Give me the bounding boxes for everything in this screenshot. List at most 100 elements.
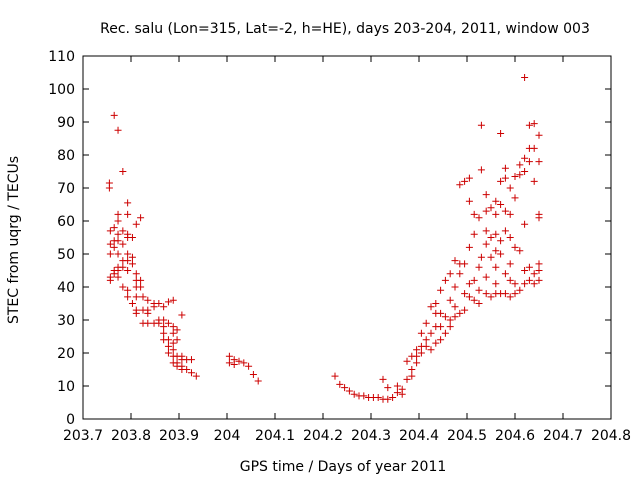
data-point xyxy=(110,243,118,251)
data-point xyxy=(408,372,416,380)
data-point xyxy=(487,204,495,212)
data-point xyxy=(389,394,397,402)
data-point xyxy=(164,298,172,306)
data-point xyxy=(475,263,483,271)
data-point xyxy=(225,352,233,360)
data-point xyxy=(422,336,430,344)
data-point xyxy=(461,306,469,314)
data-point xyxy=(456,270,464,278)
data-point xyxy=(379,375,387,383)
data-point xyxy=(501,270,509,278)
data-point xyxy=(137,283,145,291)
data-point xyxy=(331,372,339,380)
data-point xyxy=(403,375,411,383)
data-point xyxy=(432,300,440,307)
data-point xyxy=(475,286,483,294)
data-point xyxy=(106,240,114,248)
x-tick-label: 204.1 xyxy=(255,428,295,444)
data-point xyxy=(521,267,529,274)
data-point xyxy=(511,290,519,298)
y-tick-label: 30 xyxy=(57,313,75,329)
data-point xyxy=(482,191,490,199)
data-point xyxy=(506,210,514,218)
data-point xyxy=(511,243,519,251)
data-point xyxy=(506,260,514,268)
y-tick-label: 40 xyxy=(57,280,75,296)
data-point xyxy=(173,336,181,344)
data-point xyxy=(470,210,478,218)
data-point xyxy=(482,227,490,235)
data-point xyxy=(408,366,416,373)
data-point xyxy=(114,230,122,238)
data-point xyxy=(160,323,168,331)
data-point xyxy=(132,220,140,228)
data-point xyxy=(516,247,524,255)
data-point xyxy=(521,220,529,228)
data-point xyxy=(137,276,145,284)
data-point xyxy=(525,121,533,129)
data-point xyxy=(132,293,140,301)
data-point xyxy=(492,230,500,238)
data-point xyxy=(477,253,485,261)
data-point xyxy=(350,390,358,398)
x-axis-label: GPS time / Days of year 2011 xyxy=(240,459,447,475)
data-point xyxy=(187,356,195,364)
data-point xyxy=(341,384,349,392)
data-point xyxy=(345,387,353,395)
data-point xyxy=(482,240,490,248)
data-point xyxy=(422,342,430,350)
data-point xyxy=(451,283,459,291)
data-point xyxy=(164,342,172,350)
data-point xyxy=(114,273,122,281)
data-point xyxy=(124,199,132,207)
data-point xyxy=(124,257,132,265)
data-point xyxy=(119,240,127,248)
data-point xyxy=(451,303,459,311)
x-tick-label: 203.9 xyxy=(159,428,199,444)
data-point xyxy=(119,263,127,271)
x-tick-label: 204.8 xyxy=(591,428,631,444)
data-point xyxy=(461,290,469,298)
data-point xyxy=(336,380,344,388)
data-point xyxy=(124,250,132,258)
data-point xyxy=(427,303,435,311)
data-point xyxy=(501,207,509,215)
data-point xyxy=(456,309,464,317)
data-point xyxy=(183,366,191,373)
data-point xyxy=(393,382,401,390)
data-point xyxy=(521,73,529,81)
y-tick-label: 10 xyxy=(57,379,75,395)
data-point xyxy=(506,276,514,284)
data-point xyxy=(437,336,445,344)
data-point xyxy=(506,184,514,192)
data-point xyxy=(497,250,505,258)
data-point xyxy=(465,280,473,288)
data-point xyxy=(497,201,505,208)
data-point xyxy=(225,359,233,367)
data-point xyxy=(497,177,505,185)
data-point xyxy=(461,260,469,268)
data-point xyxy=(506,293,514,301)
data-point xyxy=(492,263,500,271)
data-point xyxy=(456,181,464,189)
data-point xyxy=(110,270,118,278)
data-point xyxy=(417,329,425,337)
data-point xyxy=(530,144,538,152)
data-point xyxy=(128,253,136,261)
data-point xyxy=(110,111,118,119)
data-point xyxy=(192,372,200,380)
data-point xyxy=(465,174,473,182)
data-point xyxy=(144,309,152,317)
data-point xyxy=(437,309,445,317)
data-point xyxy=(114,237,122,245)
data-point xyxy=(235,357,243,365)
data-point xyxy=(150,303,158,311)
data-point xyxy=(511,194,519,202)
data-point xyxy=(535,131,543,139)
y-tick-label: 100 xyxy=(48,82,75,98)
data-point xyxy=(169,339,177,347)
data-point xyxy=(465,293,473,301)
data-point xyxy=(470,230,478,238)
data-point xyxy=(511,280,519,288)
y-tick-label: 50 xyxy=(57,247,75,263)
